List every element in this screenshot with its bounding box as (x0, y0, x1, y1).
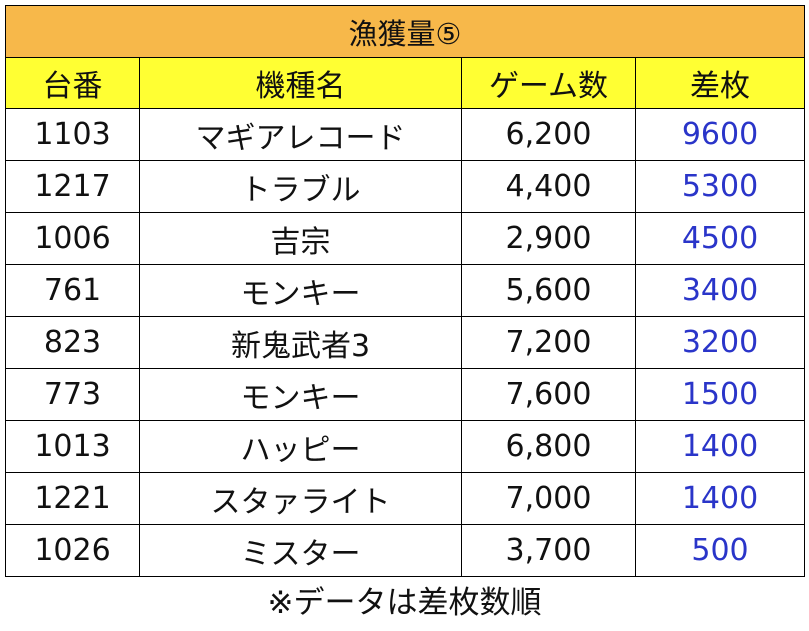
machine-number-cell: 761 (5, 264, 140, 317)
machine-name-cell: 新鬼武者3 (139, 316, 462, 369)
coin-difference-cell: 3400 (635, 264, 805, 317)
coin-difference-cell: 5300 (635, 160, 805, 213)
header-row: 台番 機種名 ゲーム数 差枚 (5, 57, 805, 109)
table-row: 1026 ミスター 3,700 500 (5, 524, 805, 577)
machine-name-cell: マギアレコード (139, 108, 462, 161)
game-count-cell: 7,600 (461, 368, 636, 421)
game-count-cell: 3,700 (461, 524, 636, 577)
table-row: 823 新鬼武者3 7,200 3200 (5, 316, 805, 369)
game-count-cell: 7,200 (461, 316, 636, 369)
table-row: 1103 マギアレコード 6,200 9600 (5, 108, 805, 161)
machine-number-cell: 1026 (5, 524, 140, 577)
header-game-count: ゲーム数 (461, 57, 636, 109)
machine-name-cell: トラブル (139, 160, 462, 213)
ranking-table: 漁獲量⑤ 台番 機種名 ゲーム数 差枚 1103 マギアレコード 6,200 9… (5, 5, 805, 577)
sort-order-note: ※データは差枚数順 (267, 585, 542, 621)
table-row: 773 モンキー 7,600 1500 (5, 368, 805, 421)
machine-number-cell: 1103 (5, 108, 140, 161)
header-machine-number: 台番 (5, 57, 140, 109)
game-count-cell: 4,400 (461, 160, 636, 213)
machine-number-cell: 1013 (5, 420, 140, 473)
table-row: 1013 ハッピー 6,800 1400 (5, 420, 805, 473)
machine-name-cell: ハッピー (139, 420, 462, 473)
coin-difference-cell: 1400 (635, 472, 805, 525)
machine-number-cell: 1221 (5, 472, 140, 525)
game-count-cell: 7,000 (461, 472, 636, 525)
machine-name-cell: モンキー (139, 368, 462, 421)
table-row: 1221 スタァライト 7,000 1400 (5, 472, 805, 525)
table-row: 1006 吉宗 2,900 4500 (5, 212, 805, 265)
machine-number-cell: 773 (5, 368, 140, 421)
data-sheet: 漁獲量⑤ 台番 機種名 ゲーム数 差枚 1103 マギアレコード 6,200 9… (5, 5, 805, 577)
machine-name-cell: スタァライト (139, 472, 462, 525)
game-count-cell: 2,900 (461, 212, 636, 265)
machine-number-cell: 1217 (5, 160, 140, 213)
coin-difference-cell: 3200 (635, 316, 805, 369)
machine-name-cell: 吉宗 (139, 212, 462, 265)
table-row: 1217 トラブル 4,400 5300 (5, 160, 805, 213)
game-count-cell: 5,600 (461, 264, 636, 317)
machine-name-cell: モンキー (139, 264, 462, 317)
header-coin-difference: 差枚 (635, 57, 805, 109)
table-row: 761 モンキー 5,600 3400 (5, 264, 805, 317)
coin-difference-cell: 9600 (635, 108, 805, 161)
title-row: 漁獲量⑤ (5, 5, 805, 58)
coin-difference-cell: 500 (635, 524, 805, 577)
table-title: 漁獲量⑤ (5, 5, 805, 58)
machine-number-cell: 1006 (5, 212, 140, 265)
coin-difference-cell: 4500 (635, 212, 805, 265)
machine-name-cell: ミスター (139, 524, 462, 577)
header-machine-name: 機種名 (139, 57, 462, 109)
machine-number-cell: 823 (5, 316, 140, 369)
coin-difference-cell: 1400 (635, 420, 805, 473)
game-count-cell: 6,800 (461, 420, 636, 473)
game-count-cell: 6,200 (461, 108, 636, 161)
coin-difference-cell: 1500 (635, 368, 805, 421)
